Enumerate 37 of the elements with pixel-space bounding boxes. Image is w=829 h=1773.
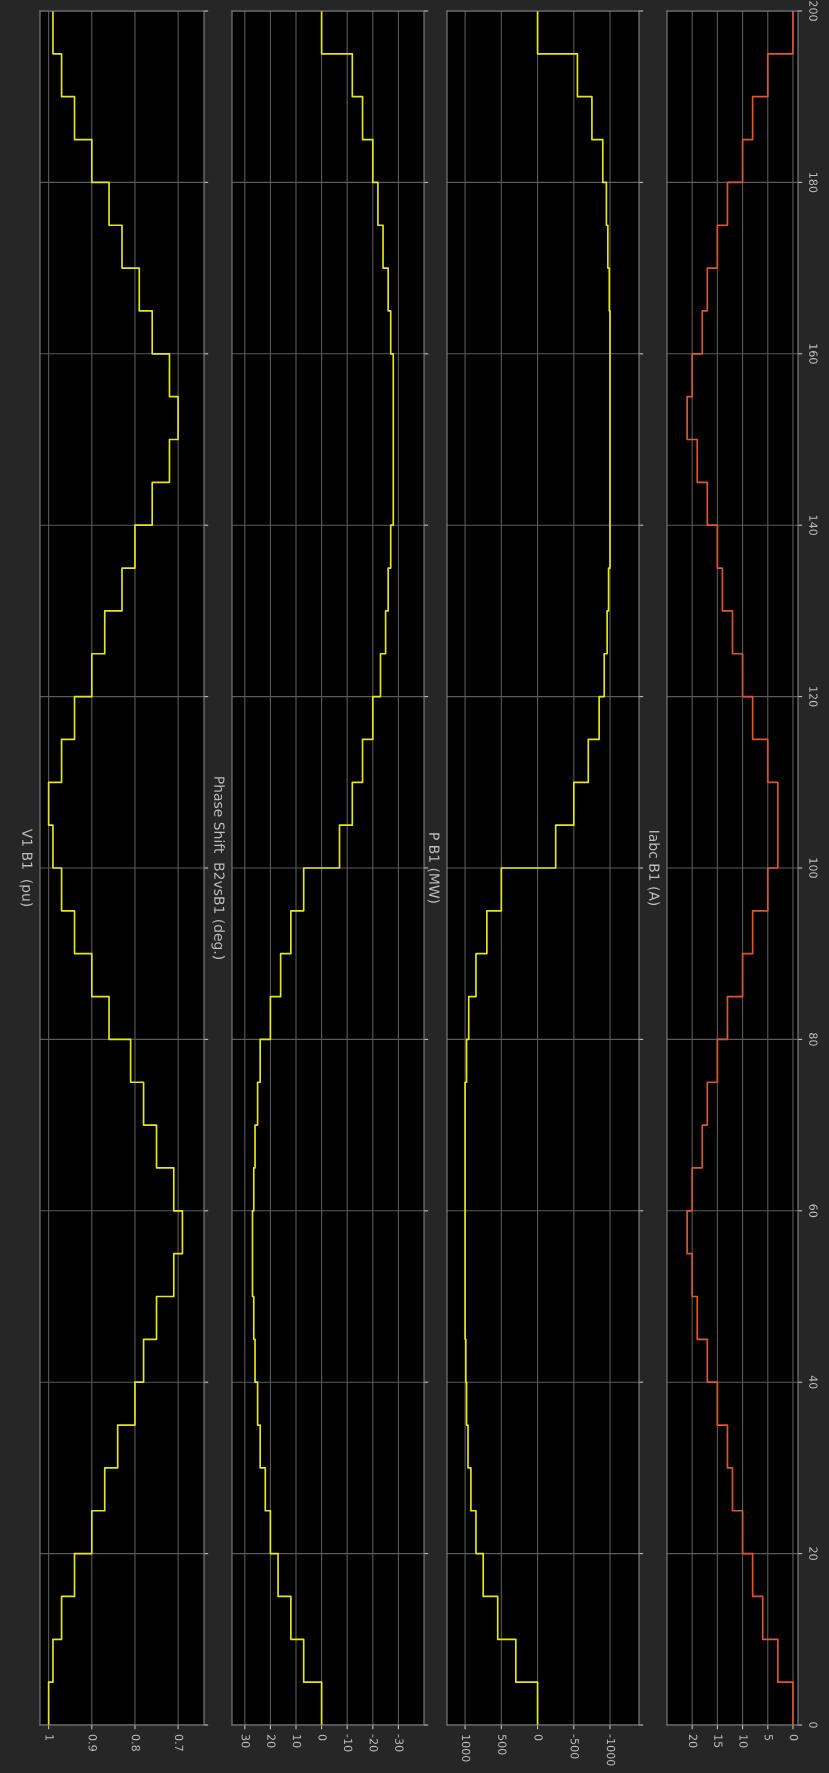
- x-tick-label: 0: [534, 1734, 543, 1741]
- y-tick-label: 180: [809, 173, 818, 193]
- x-tick-label: -30: [395, 1734, 404, 1752]
- x-tick-label: 10: [292, 1735, 302, 1748]
- text: Iabc B1 (A): [647, 831, 660, 906]
- x-tick-label: 5: [764, 1734, 773, 1741]
- x-tick-label: 20: [267, 1734, 276, 1748]
- y-tick-label: 120: [809, 687, 818, 707]
- x-tick-label: -20: [369, 1734, 378, 1752]
- x-tick-label: -1000: [606, 1734, 616, 1766]
- x-tick-label: 30: [241, 1734, 250, 1748]
- y-tick-label: 0: [809, 1722, 818, 1728]
- y-tick-label: 80: [809, 1033, 818, 1046]
- text: V1 B1 (pu): [19, 828, 33, 907]
- y-tick-label: 40: [809, 1375, 818, 1389]
- x-tick-label: 10: [739, 1735, 748, 1748]
- x-tick-label: -10: [343, 1734, 353, 1752]
- y-tick-label: 160: [809, 344, 818, 364]
- y-tick-label: 100: [809, 858, 818, 878]
- x-tick-label: 0: [789, 1734, 799, 1741]
- x-tick-label: 15: [714, 1735, 723, 1748]
- x-tick-label: 500: [498, 1734, 507, 1755]
- x-tick-label: -500: [570, 1734, 579, 1759]
- y-tick-label: 60: [809, 1204, 818, 1218]
- y-tick-label: 20: [809, 1547, 818, 1560]
- y-tick-label: 200: [809, 1, 818, 21]
- x-tick-label: 0.7: [174, 1734, 184, 1751]
- line-series: [686, 11, 794, 1725]
- text: Phase Shift B2vsB1 (deg.): [211, 777, 225, 959]
- x-tick-label: 1: [45, 1735, 54, 1741]
- x-tick-label: 0.9: [88, 1734, 97, 1751]
- x-tick-label: 20: [688, 1734, 698, 1748]
- x-tick-label: 0.8: [131, 1734, 141, 1751]
- text: P B1 (MW): [427, 833, 440, 903]
- x-tick-label: 0: [318, 1734, 327, 1741]
- x-tick-label: 1000: [461, 1735, 471, 1762]
- y-tick-label: 140: [809, 515, 818, 536]
